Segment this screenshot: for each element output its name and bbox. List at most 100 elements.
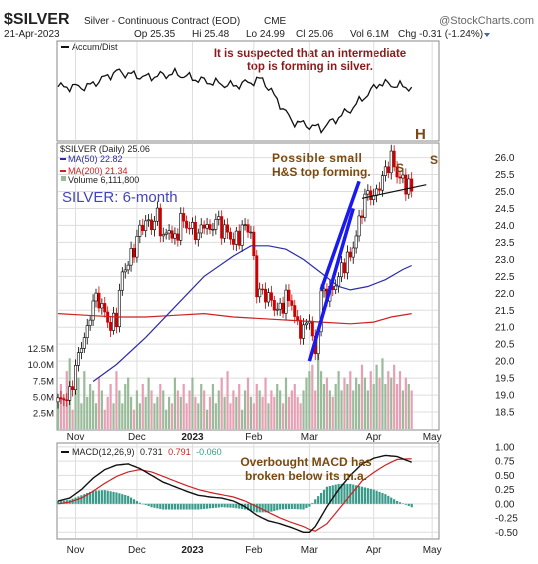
candle-body — [389, 150, 393, 174]
candle-body — [290, 300, 294, 306]
macd-hist-bar — [109, 491, 112, 504]
candle-body — [281, 302, 285, 314]
macd-hist-bar — [191, 503, 194, 510]
price-x-axis: Nov Dec 2023 Feb Mar Apr May — [67, 432, 442, 443]
volume-bar — [235, 396, 238, 429]
volume-bar — [100, 390, 103, 429]
macd-hist-bar — [112, 491, 115, 504]
candle-body — [287, 289, 291, 301]
volume-bar — [352, 390, 355, 429]
volume-bar — [387, 371, 390, 429]
volume-bar — [270, 390, 273, 429]
price-tick-label: 23.0 — [495, 255, 515, 266]
ma200-legend: MA(200) 21.34 — [68, 166, 128, 176]
macd-hist-bar — [241, 503, 244, 510]
macd-hist-bar — [118, 493, 121, 504]
candle-body — [348, 251, 352, 258]
macd-hist-bar — [322, 489, 326, 504]
accum-legend: Accum/Dist — [72, 42, 118, 52]
candle-body — [258, 288, 262, 298]
candle-body — [141, 224, 145, 231]
volume-bar — [191, 377, 194, 429]
volume-bar — [208, 396, 212, 429]
accum-gridlines — [75, 42, 433, 140]
macd-hist-bar — [153, 503, 156, 508]
price-tick-label: 19.5 — [495, 374, 515, 385]
macd-hist-bar — [56, 500, 60, 504]
candle-body — [278, 302, 282, 310]
macd-hist-bar — [176, 503, 179, 510]
volume-bar — [159, 384, 162, 429]
macd-hist-bar — [229, 503, 232, 508]
volume-bar — [129, 396, 133, 429]
macd-hist-bar — [217, 503, 220, 508]
macd-hist-bar — [369, 488, 372, 504]
volume-bar — [311, 364, 314, 429]
price-tick-label: 22.0 — [495, 289, 515, 300]
volume-bar — [156, 396, 159, 429]
candle-body — [88, 319, 92, 326]
macd-legend-name: MACD(12,26,9) — [72, 447, 135, 457]
upper-channel-trendline — [319, 180, 361, 291]
candle-body — [65, 399, 69, 402]
description-label: Silver - Continuous Contract (EOD) — [84, 16, 240, 27]
dropdown-arrow-icon[interactable] — [484, 33, 490, 37]
candle-body — [155, 207, 159, 222]
volume-bar — [59, 384, 63, 429]
volume-bar — [325, 377, 329, 429]
macd-hist-bar — [264, 503, 267, 513]
volume-bar — [179, 396, 182, 429]
volume-bar — [217, 390, 220, 429]
candle-body — [217, 216, 221, 220]
volume-bar — [118, 390, 121, 429]
volume-tick-label: 12.5M — [28, 344, 54, 355]
volume-bar — [267, 403, 270, 429]
macd-hist-bar — [279, 503, 282, 510]
candle-body — [220, 216, 224, 239]
volume-bar — [138, 403, 141, 429]
macd-hist-bar — [89, 491, 92, 504]
macd-hist-bar — [100, 490, 103, 504]
volume-bar — [258, 390, 261, 429]
macd-hist-bar — [83, 494, 86, 504]
price-tick-label: 21.5 — [495, 306, 515, 317]
volume-bar — [305, 377, 308, 429]
candle-body — [342, 262, 346, 274]
macd-hist-bar — [167, 503, 171, 510]
candle-body — [123, 269, 127, 273]
macd-hist-bar — [208, 503, 212, 509]
candle-body — [380, 175, 384, 191]
volume-bar — [252, 403, 255, 429]
macd-hist-bar — [246, 503, 250, 511]
candle-body — [293, 305, 297, 317]
candle-body — [97, 292, 101, 309]
macd-tick-label: 0.50 — [495, 471, 515, 482]
candle-body — [150, 219, 154, 231]
macd-tick-label: 0.25 — [495, 485, 515, 496]
macd-hist-bar — [200, 503, 203, 510]
macd-y-axis: 1.00 0.75 0.50 0.25 0.00 -0.25 -0.50 — [495, 442, 518, 538]
volume-bar — [197, 403, 200, 429]
macd-hist-bar — [249, 503, 253, 511]
macd-date-tick-label: May — [423, 545, 442, 556]
volume-bar — [355, 377, 358, 429]
candle-body — [369, 190, 373, 200]
candle-body — [71, 386, 75, 391]
macd-hist-bar — [226, 503, 229, 508]
volume-bar — [220, 377, 223, 429]
accum-panel — [56, 40, 440, 142]
volume-bar — [71, 409, 74, 429]
volume-bar — [372, 384, 375, 429]
macd-hist-bar — [94, 490, 98, 504]
macd-hist-bar — [360, 486, 364, 504]
volume-bar — [153, 403, 156, 429]
candle-body — [252, 231, 256, 257]
candle-body — [322, 288, 326, 292]
macd-hist-bar — [203, 503, 206, 509]
candle-body — [94, 292, 98, 302]
annotation-hs-line2: H&S top forming. — [272, 165, 371, 179]
volume-bar — [182, 384, 185, 429]
date-tick-label: Apr — [366, 432, 382, 443]
candle-body — [170, 230, 174, 239]
